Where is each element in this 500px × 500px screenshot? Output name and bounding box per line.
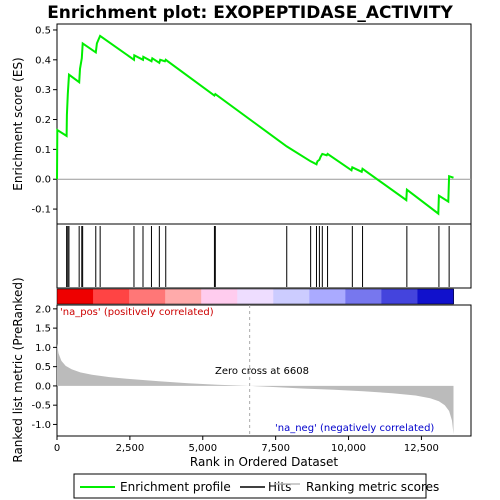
es-panel-frame xyxy=(56,23,472,225)
ranking-metric-area xyxy=(57,343,454,435)
enrichment-profile-line xyxy=(56,34,454,216)
es-y-tick-label: 0.1 xyxy=(35,145,51,156)
es-y-axis: -0.1 0.0 0.1 0.2 0.3 0.4 0.5 xyxy=(31,25,57,216)
heatmap-outline xyxy=(56,288,454,305)
hits-panel-frame xyxy=(56,223,472,289)
es-y-tick-label: -0.1 xyxy=(31,205,51,216)
legend-box xyxy=(73,473,427,499)
positive-correlation-label: 'na_pos' (positively correlated) xyxy=(60,307,214,318)
metric-y-tick-label: 1.0 xyxy=(35,343,51,354)
heatmap-segment xyxy=(381,289,418,304)
x-tick-label: 12,500 xyxy=(404,443,439,454)
metric-y-tick-label: 2.0 xyxy=(35,304,51,315)
heatmap-segment xyxy=(129,289,166,304)
metric-y-tick-label: -1.0 xyxy=(31,420,51,431)
x-tick-label: 10,000 xyxy=(331,443,366,454)
heatmap-segment xyxy=(237,289,274,304)
x-tick-label: 7,500 xyxy=(261,443,290,454)
heatmap-segment xyxy=(273,289,310,304)
heatmap-segment xyxy=(57,289,94,304)
heatmap-segment xyxy=(201,289,238,304)
legend-label-enrichment: Enrichment profile xyxy=(120,480,231,494)
heatmap-segment xyxy=(309,289,346,304)
metric-y-tick-label: -0.5 xyxy=(31,401,51,412)
x-tick-label: 5,000 xyxy=(188,443,217,454)
hits-marks xyxy=(66,226,450,287)
legend-label-metric: Ranking metric scores xyxy=(306,480,439,494)
es-y-tick-label: 0.3 xyxy=(35,85,51,96)
metric-y-tick-label: 0.0 xyxy=(35,381,51,392)
es-y-tick-label: 0.5 xyxy=(35,25,51,36)
es-y-axis-label: Enrichment score (ES) xyxy=(11,57,25,190)
heatmap-segment xyxy=(417,289,455,304)
es-y-tick-label: 0.0 xyxy=(35,175,51,186)
heatmap-segment xyxy=(93,289,130,304)
es-y-tick-label: 0.4 xyxy=(35,55,51,66)
x-axis: 0 2,500 5,000 7,500 10,000 12,500 xyxy=(54,436,439,454)
es-y-tick-label: 0.2 xyxy=(35,115,51,126)
legend-label-hits: Hits xyxy=(268,480,291,494)
metric-y-axis: -1.0 -0.5 0.0 0.5 1.0 1.5 2.0 xyxy=(31,304,57,431)
x-axis-label: Rank in Ordered Dataset xyxy=(190,455,338,469)
heatmap-segment xyxy=(345,289,382,304)
zero-cross-label: Zero cross at 6608 xyxy=(215,366,309,377)
chart-title: Enrichment plot: EXOPEPTIDASE_ACTIVITY xyxy=(47,3,453,23)
rank-heatmap-bar xyxy=(56,288,455,305)
x-tick-label: 0 xyxy=(54,443,60,454)
metric-y-tick-label: 0.5 xyxy=(35,362,51,373)
legend: Enrichment profile Hits Ranking metric s… xyxy=(73,473,439,499)
negative-correlation-label: 'na_neg' (negatively correlated) xyxy=(275,423,434,434)
metric-y-tick-label: 1.5 xyxy=(35,324,51,335)
heatmap-segment xyxy=(165,289,202,304)
x-tick-label: 2,500 xyxy=(116,443,145,454)
metric-y-axis-label: Ranked list metric (PreRanked) xyxy=(11,277,25,462)
